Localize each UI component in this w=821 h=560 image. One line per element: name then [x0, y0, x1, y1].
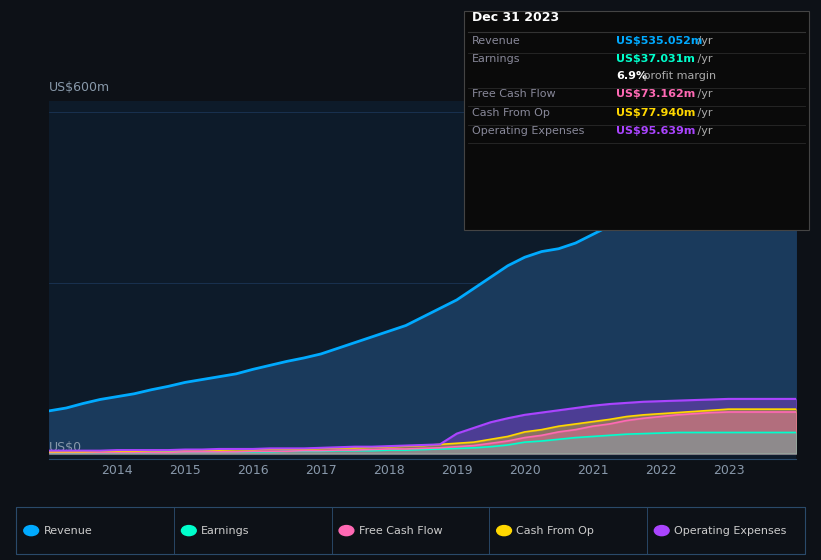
Text: /yr: /yr	[694, 36, 713, 46]
Text: US$73.162m: US$73.162m	[616, 90, 695, 100]
Text: /yr: /yr	[694, 108, 713, 118]
Text: Cash From Op: Cash From Op	[472, 108, 550, 118]
Text: profit margin: profit margin	[640, 71, 717, 81]
Text: Dec 31 2023: Dec 31 2023	[472, 11, 559, 24]
Text: Operating Expenses: Operating Expenses	[674, 526, 787, 535]
Text: Revenue: Revenue	[472, 36, 521, 46]
Text: US$77.940m: US$77.940m	[616, 108, 695, 118]
Text: Operating Expenses: Operating Expenses	[472, 127, 585, 137]
Text: Cash From Op: Cash From Op	[516, 526, 594, 535]
Text: Earnings: Earnings	[472, 54, 521, 64]
Text: /yr: /yr	[694, 54, 713, 64]
Text: US$535.052m: US$535.052m	[616, 36, 702, 46]
Text: US$95.639m: US$95.639m	[616, 127, 695, 137]
Text: Revenue: Revenue	[44, 526, 92, 535]
Text: /yr: /yr	[694, 127, 713, 137]
Text: /yr: /yr	[694, 90, 713, 100]
Text: US$600m: US$600m	[49, 81, 110, 94]
Text: Free Cash Flow: Free Cash Flow	[359, 526, 443, 535]
Text: US$37.031m: US$37.031m	[616, 54, 695, 64]
Text: 6.9%: 6.9%	[616, 71, 647, 81]
Text: Earnings: Earnings	[201, 526, 250, 535]
Text: US$0: US$0	[49, 441, 82, 454]
Text: Free Cash Flow: Free Cash Flow	[472, 90, 556, 100]
